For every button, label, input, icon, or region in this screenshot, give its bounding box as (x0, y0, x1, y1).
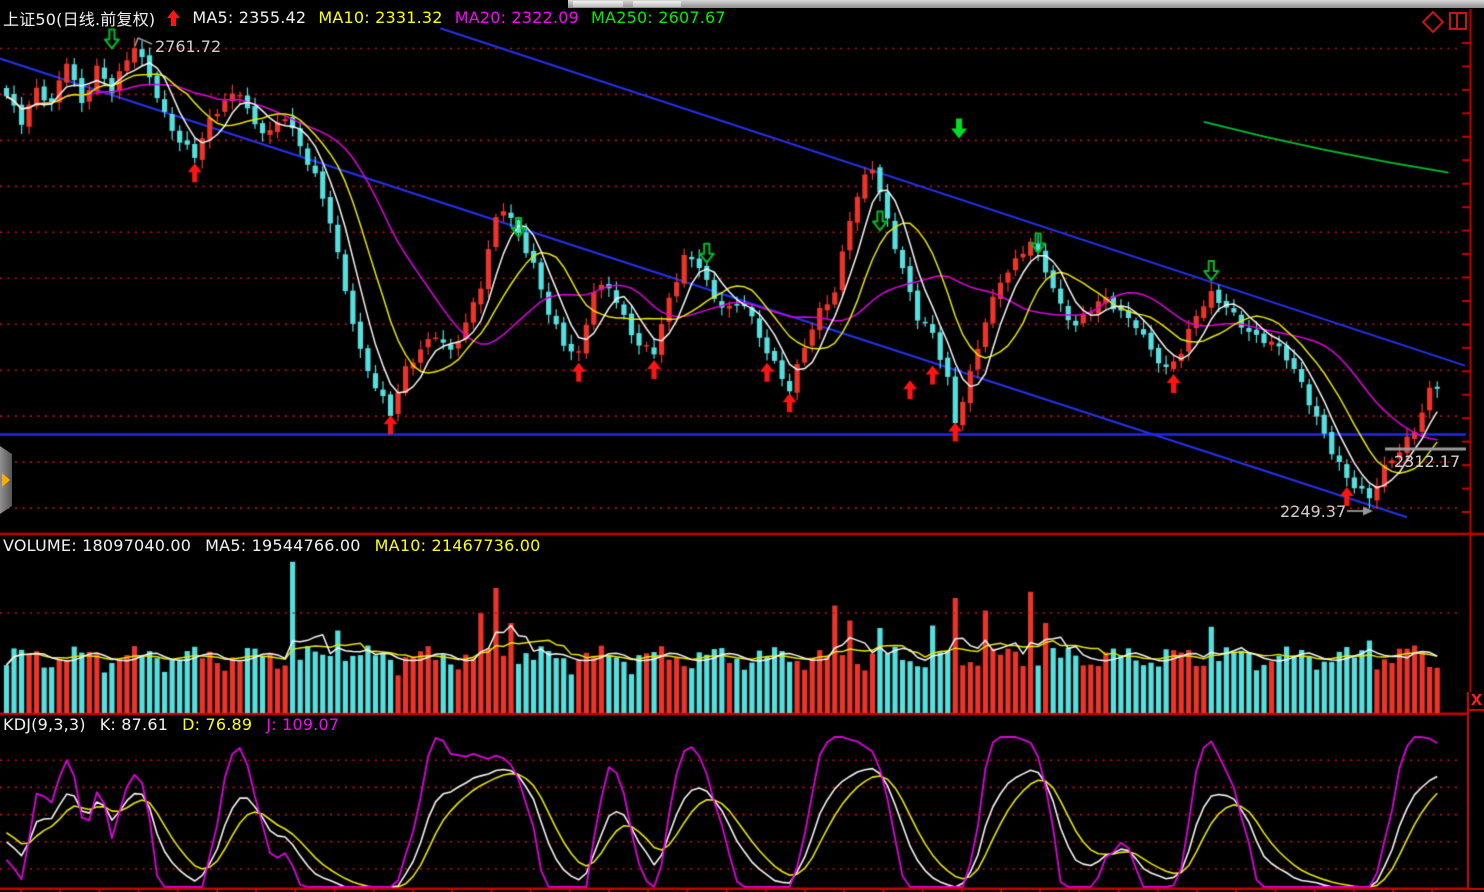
price-up-arrow-icon (167, 9, 181, 26)
window-toolbar-strip (568, 0, 1484, 8)
volume-ma10-value: MA10: 21467736.00 (374, 536, 541, 555)
expand-arrow-icon (2, 473, 10, 487)
kdj-j-value: J: 109.07 (266, 714, 340, 734)
toolbar-segment (573, 1, 623, 7)
panes-icon-divider (1456, 14, 1458, 28)
close-x-button[interactable]: X (1469, 691, 1484, 711)
panes-icon[interactable] (1449, 12, 1467, 30)
ma5-value: MA5: 2355.42 (192, 8, 307, 27)
kdj-d-value: D: 76.89 (182, 714, 253, 734)
panel-expand-tab[interactable] (0, 446, 12, 514)
ma250-value: MA250: 2607.67 (591, 8, 726, 27)
toolbar-segment (633, 1, 681, 7)
low-price-annotation: 2249.37 (1280, 502, 1347, 521)
kdj-panel-header: KDJ(9,3,3) K: 87.61 D: 76.89 J: 109.07 (3, 714, 339, 734)
volume-panel-header: VOLUME: 18097040.00 MA5: 19544766.00 MA1… (3, 535, 541, 556)
high-price-annotation: 2761.72 (155, 37, 222, 56)
volume-value: VOLUME: 18097040.00 (3, 536, 192, 555)
kdj-k-value: K: 87.61 (99, 714, 169, 734)
kdj-label: KDJ(9,3,3) (3, 714, 86, 734)
right-side-strip: X (1467, 692, 1484, 890)
volume-ma5-value: MA5: 19544766.00 (205, 536, 361, 555)
ma10-value: MA10: 2331.32 (318, 8, 443, 27)
symbol-title: 上证50(日线.前复权) (3, 9, 156, 29)
last-price-annotation: 2312.17 (1394, 452, 1461, 471)
price-panel-header: 上证50(日线.前复权) MA5: 2355.42 MA10: 2331.32 … (3, 7, 726, 29)
ma20-value: MA20: 2322.09 (454, 8, 580, 27)
